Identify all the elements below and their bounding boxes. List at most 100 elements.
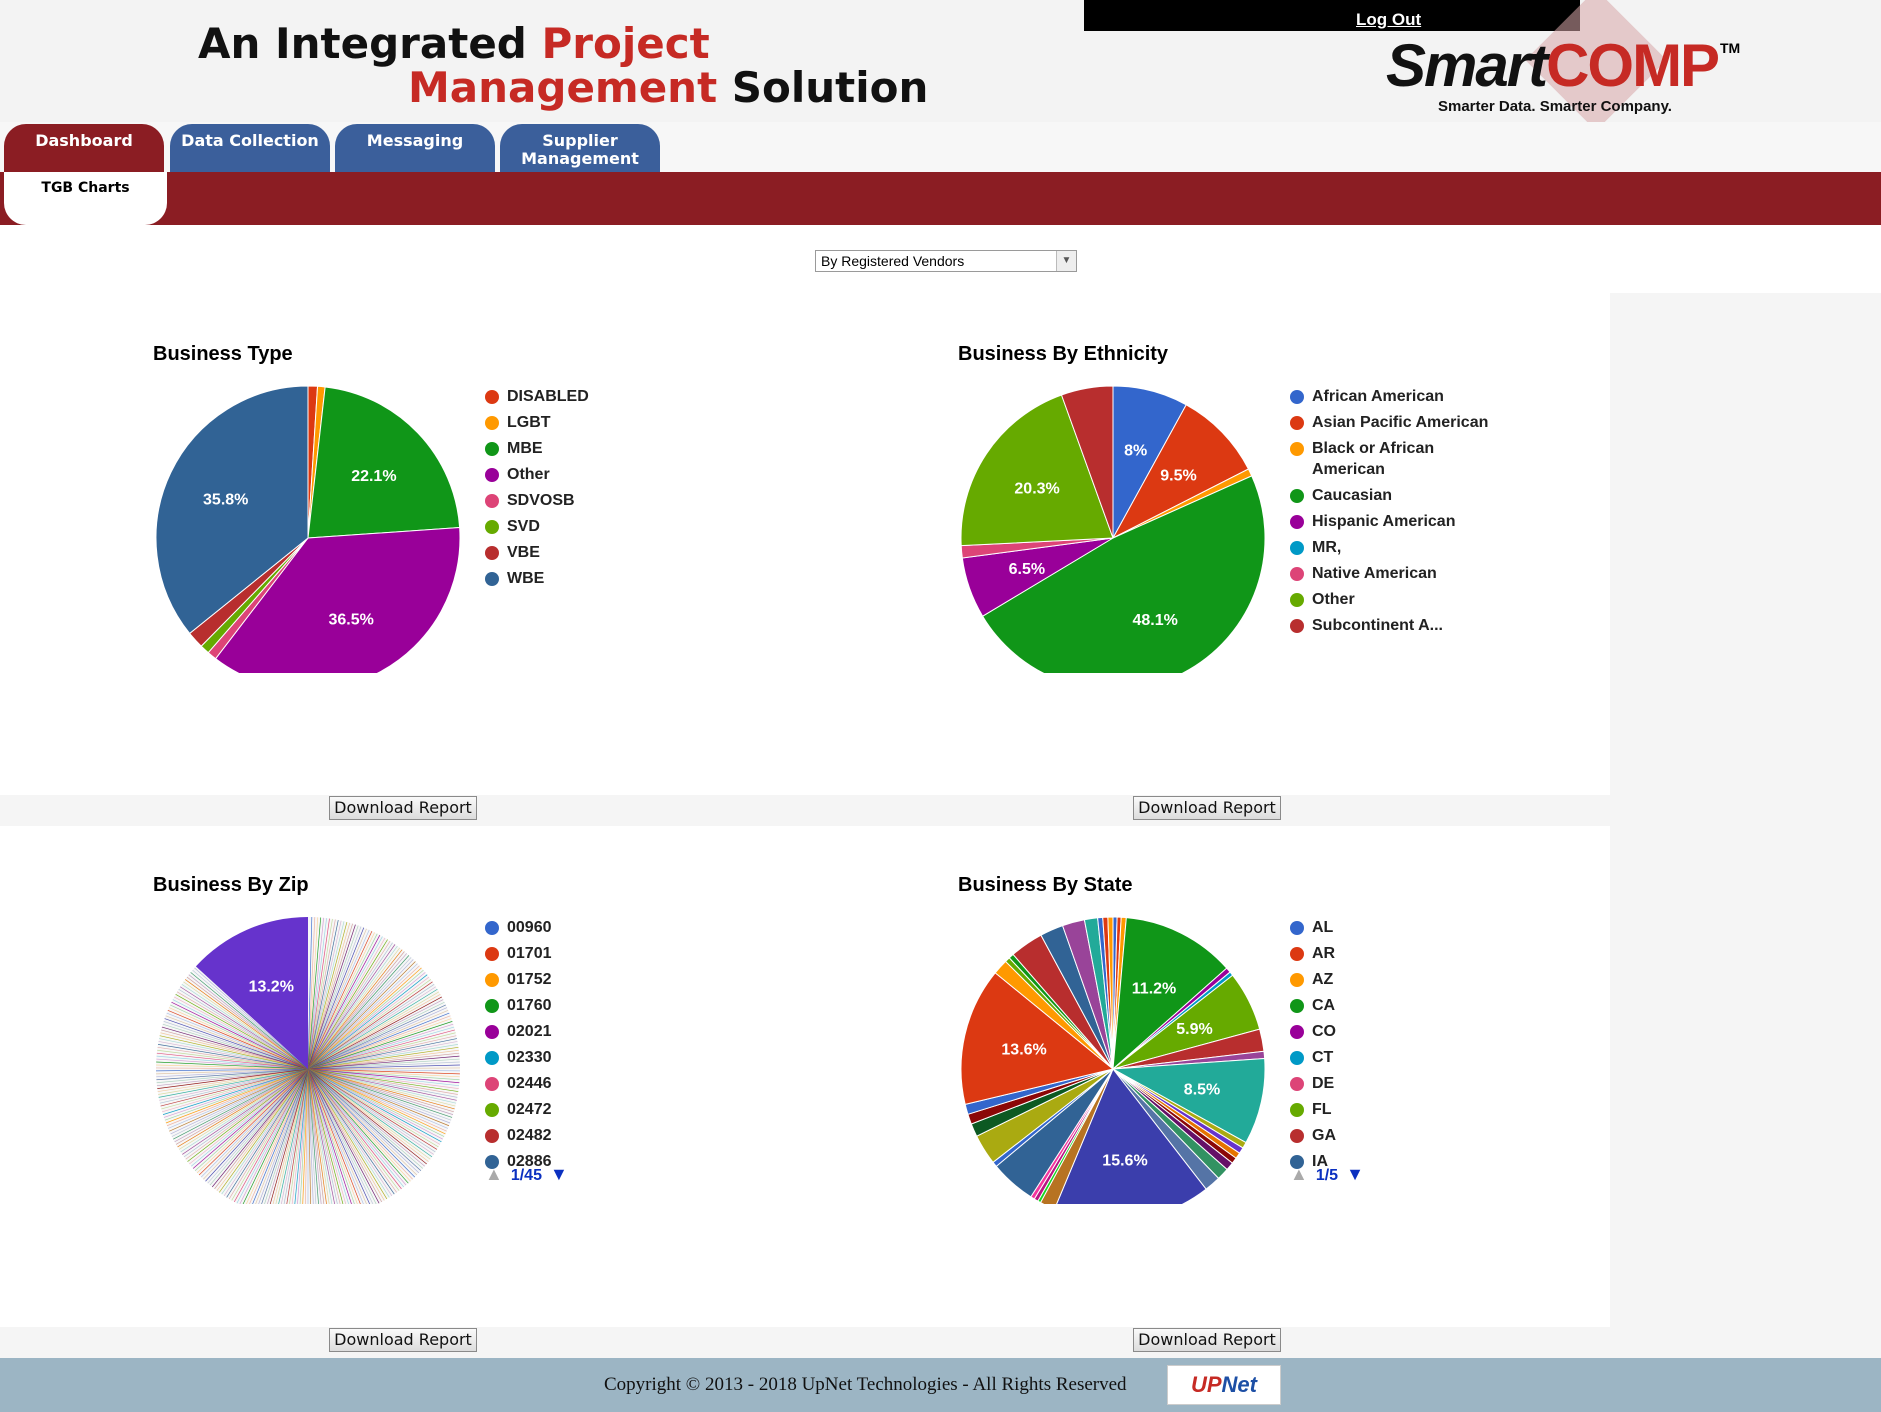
pie-slice[interactable] xyxy=(307,988,438,1070)
pie-slice[interactable] xyxy=(284,1068,309,1204)
pie-slice[interactable] xyxy=(168,1007,309,1070)
pie-slice[interactable] xyxy=(307,920,342,1070)
pie-slice[interactable] xyxy=(194,967,309,1070)
pie-slice[interactable] xyxy=(307,934,381,1070)
pie-slice[interactable] xyxy=(307,1068,409,1184)
pie-slice[interactable] xyxy=(156,1068,309,1075)
pie-slice[interactable] xyxy=(156,1068,309,1072)
pie-slice[interactable] xyxy=(307,1068,422,1171)
pie-slice[interactable] xyxy=(176,991,309,1070)
pie-slice[interactable] xyxy=(157,1068,309,1092)
pie-slice[interactable] xyxy=(166,1068,309,1127)
pie-slice[interactable] xyxy=(307,1068,460,1087)
pie-slice[interactable] xyxy=(307,919,339,1070)
pie-slice[interactable] xyxy=(307,1001,445,1070)
pie-slice[interactable] xyxy=(307,1038,457,1070)
pie-slice[interactable] xyxy=(1107,916,1114,1070)
pie-slice[interactable] xyxy=(307,986,437,1070)
pie-slice[interactable] xyxy=(307,1058,460,1070)
pie-slice[interactable] xyxy=(250,1068,309,1204)
pie-slice[interactable] xyxy=(209,1068,309,1186)
pager-up-icon[interactable]: ▲ xyxy=(485,1164,503,1184)
pie-slice[interactable] xyxy=(307,1035,457,1070)
pie-slice[interactable] xyxy=(305,1068,309,1204)
pie-slice[interactable] xyxy=(164,1068,309,1121)
pie-slice[interactable] xyxy=(307,917,313,1070)
pie-slice[interactable] xyxy=(159,1038,309,1070)
legend-item[interactable]: AR xyxy=(1290,943,1490,964)
pie-slice[interactable] xyxy=(307,923,353,1070)
pie-slice[interactable] xyxy=(242,1068,309,1204)
legend-item[interactable]: 02472 xyxy=(485,1099,685,1120)
pie-slice[interactable] xyxy=(236,1068,309,1204)
legend-item[interactable]: 01701 xyxy=(485,943,685,964)
pie-slice[interactable] xyxy=(307,918,330,1070)
legend-item[interactable]: CO xyxy=(1290,1021,1490,1042)
download-report-button-state[interactable]: Download Report xyxy=(1133,1328,1281,1352)
legend-item[interactable]: Native American xyxy=(1290,563,1490,584)
pie-slice[interactable] xyxy=(307,1068,317,1204)
pie-slice[interactable] xyxy=(307,945,398,1070)
pie-slice[interactable] xyxy=(259,1068,309,1204)
pie-slice[interactable] xyxy=(189,1068,309,1165)
pie-slice[interactable] xyxy=(307,927,365,1070)
pie-slice[interactable] xyxy=(170,1004,309,1070)
pie-slice[interactable] xyxy=(177,1068,309,1148)
pie-slice[interactable] xyxy=(185,1068,309,1160)
pie-slice[interactable] xyxy=(307,1064,460,1070)
pie-slice[interactable] xyxy=(169,1068,309,1132)
pie-slice[interactable] xyxy=(307,917,324,1070)
vendor-filter-select[interactable]: By Registered Vendors ▼ xyxy=(815,250,1077,272)
pie-slice[interactable] xyxy=(157,1046,309,1070)
pie-slice[interactable] xyxy=(183,1068,309,1158)
pie-slice[interactable] xyxy=(307,1023,454,1070)
pie-slice[interactable] xyxy=(307,1055,460,1070)
pie-slice[interactable] xyxy=(307,1068,320,1204)
pie-slice[interactable] xyxy=(307,1068,447,1132)
pie-slice[interactable] xyxy=(307,1021,453,1070)
pie-slice[interactable] xyxy=(307,933,378,1070)
legend-item[interactable]: 02446 xyxy=(485,1073,685,1094)
pie-slice[interactable] xyxy=(307,1068,457,1101)
pie-slice[interactable] xyxy=(307,1068,460,1075)
legend-item[interactable]: 02330 xyxy=(485,1047,685,1068)
pie-slice[interactable] xyxy=(187,1068,309,1162)
pie-slice[interactable] xyxy=(166,1012,309,1070)
tab-data-collection[interactable]: Data Collection xyxy=(170,124,330,176)
pie-slice[interactable] xyxy=(307,386,461,539)
pie-slice[interactable] xyxy=(307,917,316,1070)
pie-slice[interactable] xyxy=(159,1068,309,1104)
pie-slice[interactable] xyxy=(171,1068,309,1137)
pie-slice[interactable] xyxy=(163,1068,309,1118)
pie-slice[interactable] xyxy=(307,939,388,1070)
pie-slice[interactable] xyxy=(307,1068,329,1204)
pie-slice[interactable] xyxy=(307,1068,460,1072)
pie-slice[interactable] xyxy=(170,1068,309,1135)
pie-slice[interactable] xyxy=(307,983,435,1070)
legend-item[interactable]: AZ xyxy=(1290,969,1490,990)
tab-supplier-management[interactable]: Supplier Management xyxy=(500,124,660,176)
pie-slice[interactable] xyxy=(307,1068,380,1204)
pie-slice[interactable] xyxy=(1111,404,1250,540)
pie-slice[interactable] xyxy=(156,1058,309,1070)
legend-item[interactable]: SVD xyxy=(485,516,685,537)
pie-slice[interactable] xyxy=(307,1068,388,1200)
pie-slice[interactable] xyxy=(307,1068,407,1186)
pie-slice[interactable] xyxy=(156,1067,309,1070)
pie-slice[interactable] xyxy=(307,1068,340,1204)
pie-slice[interactable] xyxy=(156,1068,309,1084)
pie-slice[interactable] xyxy=(307,1068,454,1113)
pie-slice[interactable] xyxy=(981,475,1266,673)
pie-slice[interactable] xyxy=(307,1068,452,1121)
tab-dashboard[interactable]: Dashboard xyxy=(4,124,164,176)
pie-slice[interactable] xyxy=(307,1068,398,1193)
pie-slice[interactable] xyxy=(307,979,432,1070)
pie-slice[interactable] xyxy=(307,1068,349,1204)
pie-slice[interactable] xyxy=(281,1068,309,1204)
pie-slice[interactable] xyxy=(156,1064,309,1070)
download-report-button-zip[interactable]: Download Report xyxy=(329,1328,477,1352)
pie-slice[interactable] xyxy=(307,1068,413,1180)
pie-slice[interactable] xyxy=(276,1068,309,1204)
pie-slice[interactable] xyxy=(307,1068,427,1165)
pie-slice[interactable] xyxy=(307,1068,453,1118)
